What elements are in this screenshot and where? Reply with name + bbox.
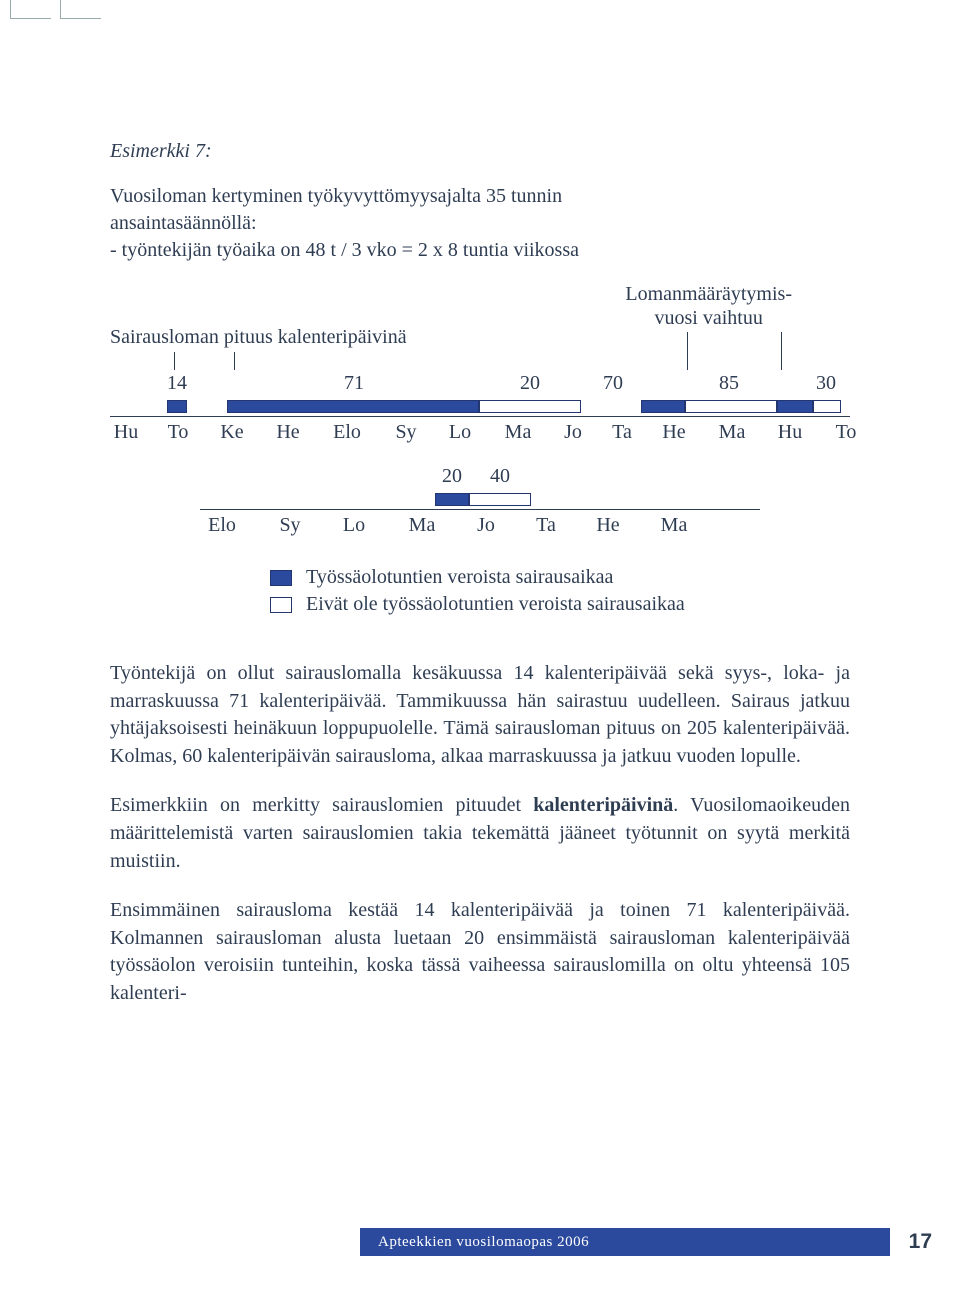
timeline-segment bbox=[469, 493, 531, 506]
timeline2-months: Elo Sy Lo Ma Jo Ta He Ma bbox=[200, 514, 760, 542]
timeline-value: 70 bbox=[603, 372, 623, 395]
caption-right: Lomanmääräytymis- vuosi vaihtuu bbox=[625, 282, 792, 330]
month-label: Ma bbox=[505, 421, 532, 444]
caption-right-l2: vuosi vaihtuu bbox=[655, 307, 763, 329]
caption-right-l1: Lomanmääräytymis- bbox=[625, 283, 792, 305]
page-number: 17 bbox=[909, 1230, 932, 1254]
month-label: Sy bbox=[395, 421, 416, 444]
tick-mark bbox=[781, 332, 782, 370]
month-label: Elo bbox=[208, 514, 236, 537]
legend-row-empty: Eivät ole työssäolotuntien veroista sair… bbox=[270, 593, 850, 616]
subtitle-line2: ansaintasäännöllä: bbox=[110, 212, 850, 235]
timeline-1: Lomanmääräytymis- vuosi vaihtuu Sairausl… bbox=[110, 282, 850, 449]
legend-label-empty: Eivät ole työssäolotuntien veroista sair… bbox=[306, 593, 685, 616]
page: Esimerkki 7: Vuosiloman kertyminen työky… bbox=[0, 0, 960, 1312]
month-label: Elo bbox=[333, 421, 361, 444]
tick-mark bbox=[234, 352, 235, 370]
timeline-value: 20 bbox=[442, 465, 462, 488]
body-text: Työntekijä on ollut sairauslomalla kesäk… bbox=[110, 660, 850, 1008]
month-label: To bbox=[168, 421, 189, 444]
example-heading: Esimerkki 7: bbox=[110, 140, 850, 163]
month-label: Sy bbox=[279, 514, 300, 537]
month-label: Hu bbox=[114, 421, 138, 444]
timeline2-numbers: 2040 bbox=[200, 465, 760, 493]
footer-bar: Apteekkien vuosilomaopas 2006 bbox=[360, 1228, 890, 1256]
month-label: Ta bbox=[536, 514, 556, 537]
timeline-segment bbox=[167, 400, 187, 413]
month-label: To bbox=[836, 421, 857, 444]
timeline-value: 85 bbox=[719, 372, 739, 395]
timeline-caption-area: Lomanmääräytymis- vuosi vaihtuu Sairausl… bbox=[110, 282, 850, 372]
timeline-value: 71 bbox=[344, 372, 364, 395]
legend-label-fill: Työssäolotuntien veroista sairausaikaa bbox=[306, 566, 613, 589]
footer-text: Apteekkien vuosilomaopas 2006 bbox=[378, 1234, 589, 1251]
month-label: He bbox=[662, 421, 685, 444]
month-label: Ke bbox=[220, 421, 243, 444]
timeline1-months: HuToKeHeEloSyLoMaJoTaHeMaHuTo bbox=[110, 421, 850, 449]
paragraph-1: Työntekijä on ollut sairauslomalla kesäk… bbox=[110, 660, 850, 770]
tick-mark bbox=[687, 332, 688, 370]
tick-mark bbox=[174, 352, 175, 370]
timeline-2: 2040 EloSyLoMaJoTaHeMa bbox=[110, 465, 850, 542]
binding-mark bbox=[10, 0, 51, 19]
legend-swatch-fill bbox=[270, 570, 292, 586]
timeline-value: 20 bbox=[520, 372, 540, 395]
month-label: Hu bbox=[778, 421, 802, 444]
timeline-segment bbox=[479, 400, 581, 413]
footer: Apteekkien vuosilomaopas 2006 17 bbox=[0, 1228, 960, 1268]
month-label: He bbox=[596, 514, 619, 537]
month-label: Ma bbox=[719, 421, 746, 444]
caption-left: Sairausloman pituus kalenteripäivinä bbox=[110, 326, 407, 349]
month-label: Ma bbox=[409, 514, 436, 537]
timeline1-numbers: 14 71 20 70 85 30 bbox=[110, 372, 850, 400]
timeline-segment bbox=[435, 493, 469, 506]
month-label: Ta bbox=[612, 421, 632, 444]
timeline-value: 14 bbox=[167, 372, 187, 395]
month-label: Lo bbox=[449, 421, 471, 444]
timeline-segment bbox=[777, 400, 813, 413]
timeline-value: 40 bbox=[490, 465, 510, 488]
timeline1-bar bbox=[110, 400, 850, 417]
content-area: Esimerkki 7: Vuosiloman kertyminen työky… bbox=[110, 140, 850, 1008]
timeline-segment bbox=[641, 400, 685, 413]
month-label: Jo bbox=[477, 514, 495, 537]
legend: Työssäolotuntien veroista sairausaikaa E… bbox=[270, 566, 850, 616]
paragraph-3: Ensimmäinen sairausloma kestää 14 kalent… bbox=[110, 897, 850, 1007]
bullet-line: - työntekijän työaika on 48 t / 3 vko = … bbox=[110, 239, 850, 262]
month-label: Ma bbox=[661, 514, 688, 537]
binding-mark bbox=[60, 0, 101, 19]
month-label: He bbox=[276, 421, 299, 444]
timeline-segment bbox=[685, 400, 777, 413]
month-label: Lo bbox=[343, 514, 365, 537]
timeline-value: 30 bbox=[816, 372, 836, 395]
legend-swatch-empty bbox=[270, 597, 292, 613]
legend-row-fill: Työssäolotuntien veroista sairausaikaa bbox=[270, 566, 850, 589]
timeline2-bar bbox=[200, 493, 760, 510]
timeline-segment bbox=[227, 400, 479, 413]
paragraph-2: Esimerkkiin on merkitty sairauslomien pi… bbox=[110, 792, 850, 875]
month-label: Jo bbox=[564, 421, 582, 444]
subtitle-line1: Vuosiloman kertyminen työkyvyttömyysajal… bbox=[110, 185, 850, 208]
timeline-segment bbox=[813, 400, 841, 413]
